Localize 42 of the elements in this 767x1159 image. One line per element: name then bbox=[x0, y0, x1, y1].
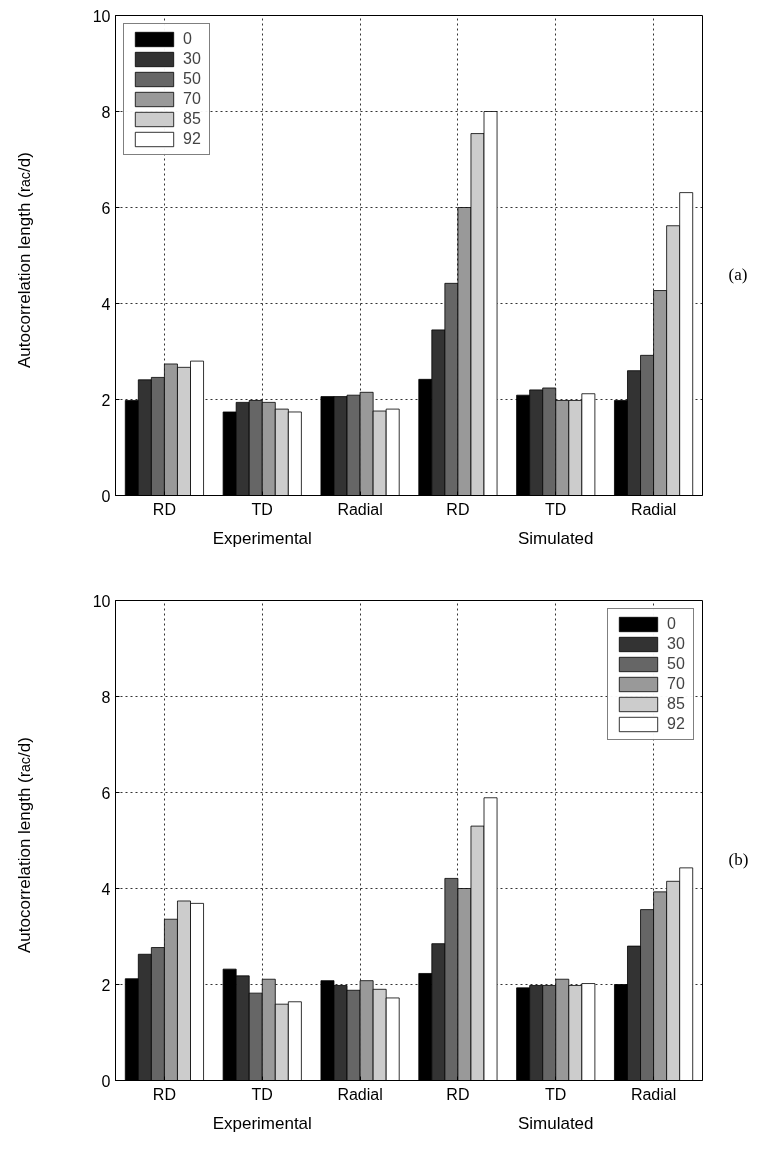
legend-label: 92 bbox=[183, 130, 202, 148]
text: Experimental bbox=[212, 528, 312, 548]
legend-label: 70 bbox=[183, 90, 202, 108]
legend-label: 0 bbox=[667, 615, 677, 633]
legend-label: 30 bbox=[667, 635, 686, 653]
text: (b) bbox=[728, 850, 749, 870]
x-tick-label: TD bbox=[251, 1085, 273, 1103]
x-tick-label: TD bbox=[545, 1085, 567, 1103]
legend-label: 70 bbox=[667, 675, 686, 693]
legend-label: 85 bbox=[183, 110, 202, 128]
text: (a) bbox=[728, 265, 748, 285]
y-tick-label: 0 bbox=[101, 487, 111, 505]
x-tick-label: Radial bbox=[630, 500, 677, 518]
y-tick-label: 8 bbox=[101, 688, 111, 706]
legend-label: 0 bbox=[183, 30, 193, 48]
x-tick-label: RD bbox=[152, 1085, 176, 1103]
y-tick-label: 0 bbox=[101, 1072, 111, 1090]
x-tick-label: RD bbox=[152, 500, 176, 518]
x-tick-label: TD bbox=[545, 500, 567, 518]
y-tick-label: 10 bbox=[92, 7, 111, 25]
x-tick-label: Radial bbox=[337, 500, 383, 518]
y-tick-label: 8 bbox=[101, 103, 111, 121]
x-tick-label: TD bbox=[251, 500, 273, 518]
text: Experimental bbox=[212, 1113, 312, 1133]
legend-label: 50 bbox=[183, 70, 202, 88]
y-tick-label: 4 bbox=[101, 295, 111, 313]
legend-label: 50 bbox=[667, 655, 686, 673]
text: Simulated bbox=[517, 1113, 594, 1133]
x-tick-label: Radial bbox=[630, 1085, 677, 1103]
legend-label: 85 bbox=[667, 695, 686, 713]
y-tick-label: 6 bbox=[101, 784, 111, 802]
y-tick-label: 4 bbox=[101, 880, 111, 898]
text: Simulated bbox=[517, 528, 594, 548]
y-tick-label: 6 bbox=[101, 199, 111, 217]
legend-label: 92 bbox=[667, 715, 686, 733]
x-tick-label: Radial bbox=[337, 1085, 383, 1103]
y-tick-label: 2 bbox=[101, 391, 111, 409]
x-tick-label: RD bbox=[446, 1085, 470, 1103]
y-tick-label: 10 bbox=[92, 592, 111, 610]
x-tick-label: RD bbox=[446, 500, 470, 518]
legend-label: 30 bbox=[183, 50, 202, 68]
y-tick-label: 2 bbox=[101, 976, 111, 994]
